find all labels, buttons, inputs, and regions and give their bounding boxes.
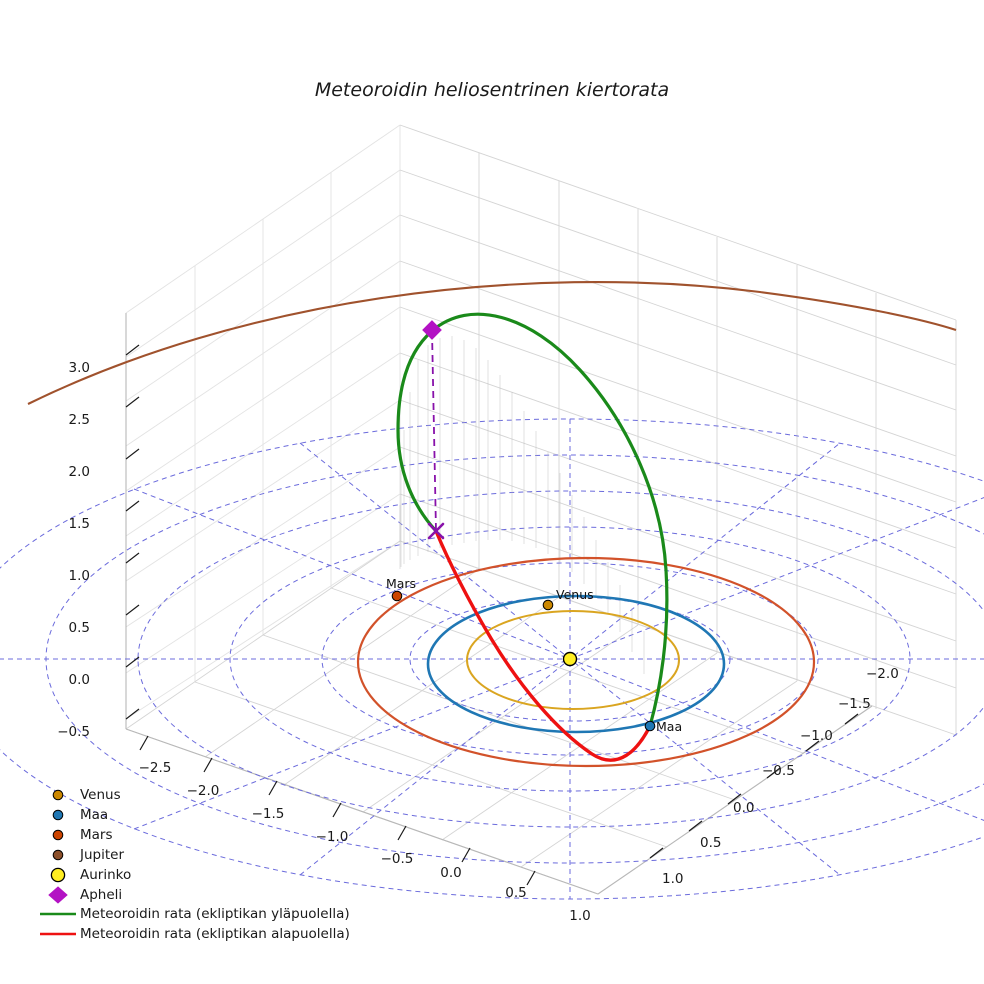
legend-label-maa: Maa [80, 807, 108, 823]
sun-marker [562, 651, 578, 667]
y-axis-tick-labels: −2.0 −1.5 −1.0 −0.5 0.0 0.5 1.0 [662, 666, 899, 887]
z-tick-2-0: 2.0 [69, 464, 90, 480]
legend-marker-maa [52, 809, 64, 821]
x-tick-neg1-0: −1.0 [316, 829, 349, 845]
legend-label-mars: Mars [80, 827, 113, 843]
x-tick-neg2-5: −2.5 [139, 760, 172, 776]
venus-orbit [466, 610, 680, 710]
y-tick-0-5: 0.5 [700, 835, 721, 851]
legend: Venus Maa Mars Jupiter Aurinko Apheli Me… [40, 787, 350, 942]
x-tick-neg0-5: −0.5 [381, 851, 414, 867]
legend-marker-mars [52, 829, 64, 841]
legend-marker-jupiter [52, 849, 64, 861]
aphelion-connector [431, 330, 437, 532]
ecliptic-reference-grid [0, 418, 984, 900]
pane-right-wall [399, 124, 957, 736]
maa-marker [644, 720, 656, 732]
legend-label-venus: Venus [80, 787, 121, 803]
y-tick-1-0: 1.0 [662, 871, 683, 887]
legend-label-orbit-below: Meteoroidin rata (ekliptikan alapuolella… [80, 926, 350, 942]
y-tick-neg2-0: −2.0 [866, 666, 899, 682]
legend-marker-apheli [48, 886, 68, 904]
z-tick-0-5: 0.5 [69, 620, 90, 636]
y-axis-spine [597, 705, 873, 895]
maa-orbit [426, 594, 726, 734]
x-tick-neg2-0: −2.0 [187, 783, 220, 799]
x-tick-0-0: 0.0 [440, 865, 461, 881]
z-tick-3-0: 3.0 [69, 360, 90, 376]
pane-left-wall [125, 124, 401, 729]
x-tick-1-0: 1.0 [569, 908, 590, 924]
maa-label: Maa [656, 719, 682, 734]
orbit-drop-lines [399, 336, 645, 674]
y-tick-neg1-5: −1.5 [838, 696, 871, 712]
body-markers [391, 320, 656, 732]
mars-label: Mars [386, 576, 416, 591]
jupiter-orbit [27, 281, 957, 405]
x-tick-0-5: 0.5 [505, 885, 526, 901]
aphelion-marker [422, 320, 442, 340]
z-tick-2-5: 2.5 [69, 412, 90, 428]
mars-marker [391, 590, 403, 602]
node-x-marker [427, 522, 445, 540]
z-tick-neg0-5: −0.5 [57, 724, 90, 740]
y-tick-neg1-0: −1.0 [800, 728, 833, 744]
x-axis-tick-labels: −2.5 −2.0 −1.5 −1.0 −0.5 0.0 0.5 1.0 [139, 760, 591, 924]
axes-panes [125, 124, 957, 895]
axis-tickmarks [125, 344, 859, 886]
page-title: Meteoroidin heliosentrinen kiertorata [315, 79, 669, 101]
legend-label-aurinko: Aurinko [80, 867, 131, 883]
y-tick-neg0-5: −0.5 [762, 763, 795, 779]
meteoroid-orbit-below-ecliptic [434, 529, 652, 762]
z-axis-tick-labels: 3.0 2.5 2.0 1.5 1.0 0.5 0.0 −0.5 [57, 360, 90, 740]
legend-marker-venus [52, 789, 64, 801]
venus-marker [542, 599, 554, 611]
venus-label: Venus [556, 587, 594, 602]
mars-orbit [356, 556, 816, 768]
x-tick-neg1-5: −1.5 [252, 806, 285, 822]
legend-label-jupiter: Jupiter [79, 847, 124, 863]
meteoroid-orbit-above-ecliptic [396, 312, 669, 728]
z-tick-0-0: 0.0 [69, 672, 90, 688]
z-tick-1-5: 1.5 [69, 516, 90, 532]
legend-label-orbit-above: Meteoroidin rata (ekliptikan yläpuolella… [80, 906, 350, 922]
y-tick-0-0: 0.0 [733, 800, 754, 816]
x-axis-spine [125, 728, 599, 895]
legend-label-apheli: Apheli [80, 887, 122, 903]
legend-marker-aurinko [50, 867, 66, 883]
z-tick-1-0: 1.0 [69, 568, 90, 584]
